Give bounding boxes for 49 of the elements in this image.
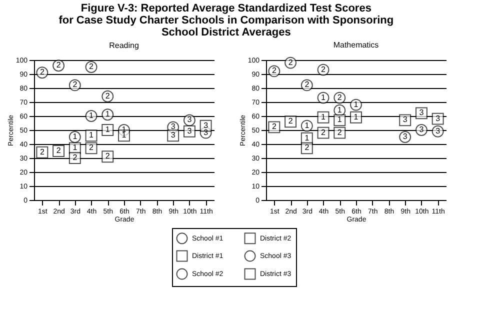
- annotation: 2: [337, 92, 342, 102]
- annotation: 1: [105, 110, 110, 119]
- annotation: 1: [354, 100, 359, 109]
- annotation: 1: [122, 130, 127, 140]
- annotation: 3: [170, 130, 176, 140]
- chart-subtitle: Reading: [109, 41, 139, 50]
- annotation: 3: [402, 115, 408, 124]
- annotation: 2: [89, 62, 94, 71]
- annotation: 2: [272, 66, 277, 76]
- annotation: 1: [304, 133, 310, 142]
- annotation: 2: [40, 68, 45, 77]
- annotation: 1: [89, 111, 94, 120]
- annotation: 2: [72, 153, 78, 162]
- annotation: 2: [272, 122, 277, 132]
- annotation: 3: [204, 120, 209, 130]
- annotation: 3: [436, 126, 441, 136]
- annotation: 1: [89, 130, 94, 140]
- annotation: 2: [321, 64, 326, 74]
- annotation: 2: [105, 91, 110, 100]
- annotation: 2: [288, 58, 294, 67]
- annotation: 1: [105, 125, 110, 134]
- annotation: 2: [304, 80, 310, 90]
- annotation: 1: [337, 105, 342, 114]
- annotation: 2: [89, 143, 94, 152]
- annotation: 3: [402, 132, 408, 141]
- annotation: 2: [56, 60, 62, 70]
- annotation: 2: [304, 143, 310, 152]
- chart-subtitle: Mathematics: [333, 40, 379, 50]
- annotation: 2: [321, 128, 326, 137]
- annotation: 2: [288, 116, 294, 126]
- annotation: 2: [40, 147, 45, 156]
- annotation: 1: [72, 143, 78, 152]
- annotation: 3: [419, 125, 424, 134]
- annotation: 3: [187, 126, 192, 136]
- annotation: 1: [72, 132, 78, 141]
- annotation: 2: [72, 80, 78, 90]
- annotation: 2: [56, 146, 62, 155]
- annotation: 3: [419, 108, 424, 118]
- annotation: 1: [304, 120, 310, 130]
- annotation: 1: [321, 112, 326, 122]
- annotation: 3: [436, 114, 441, 123]
- annotation: 1: [321, 92, 326, 102]
- annotation: 3: [170, 122, 176, 132]
- chart-title: Figure V-3: Reported Average Standardized Test Scores for Case Study Charter Schools in Comparison with Sponsoring School District Averages: [58, 2, 394, 38]
- annotation: 1: [337, 115, 342, 124]
- annotation: 1: [354, 112, 359, 122]
- annotation: 3: [187, 115, 192, 124]
- annotation: 2: [337, 128, 342, 137]
- annotation: 2: [105, 152, 110, 161]
